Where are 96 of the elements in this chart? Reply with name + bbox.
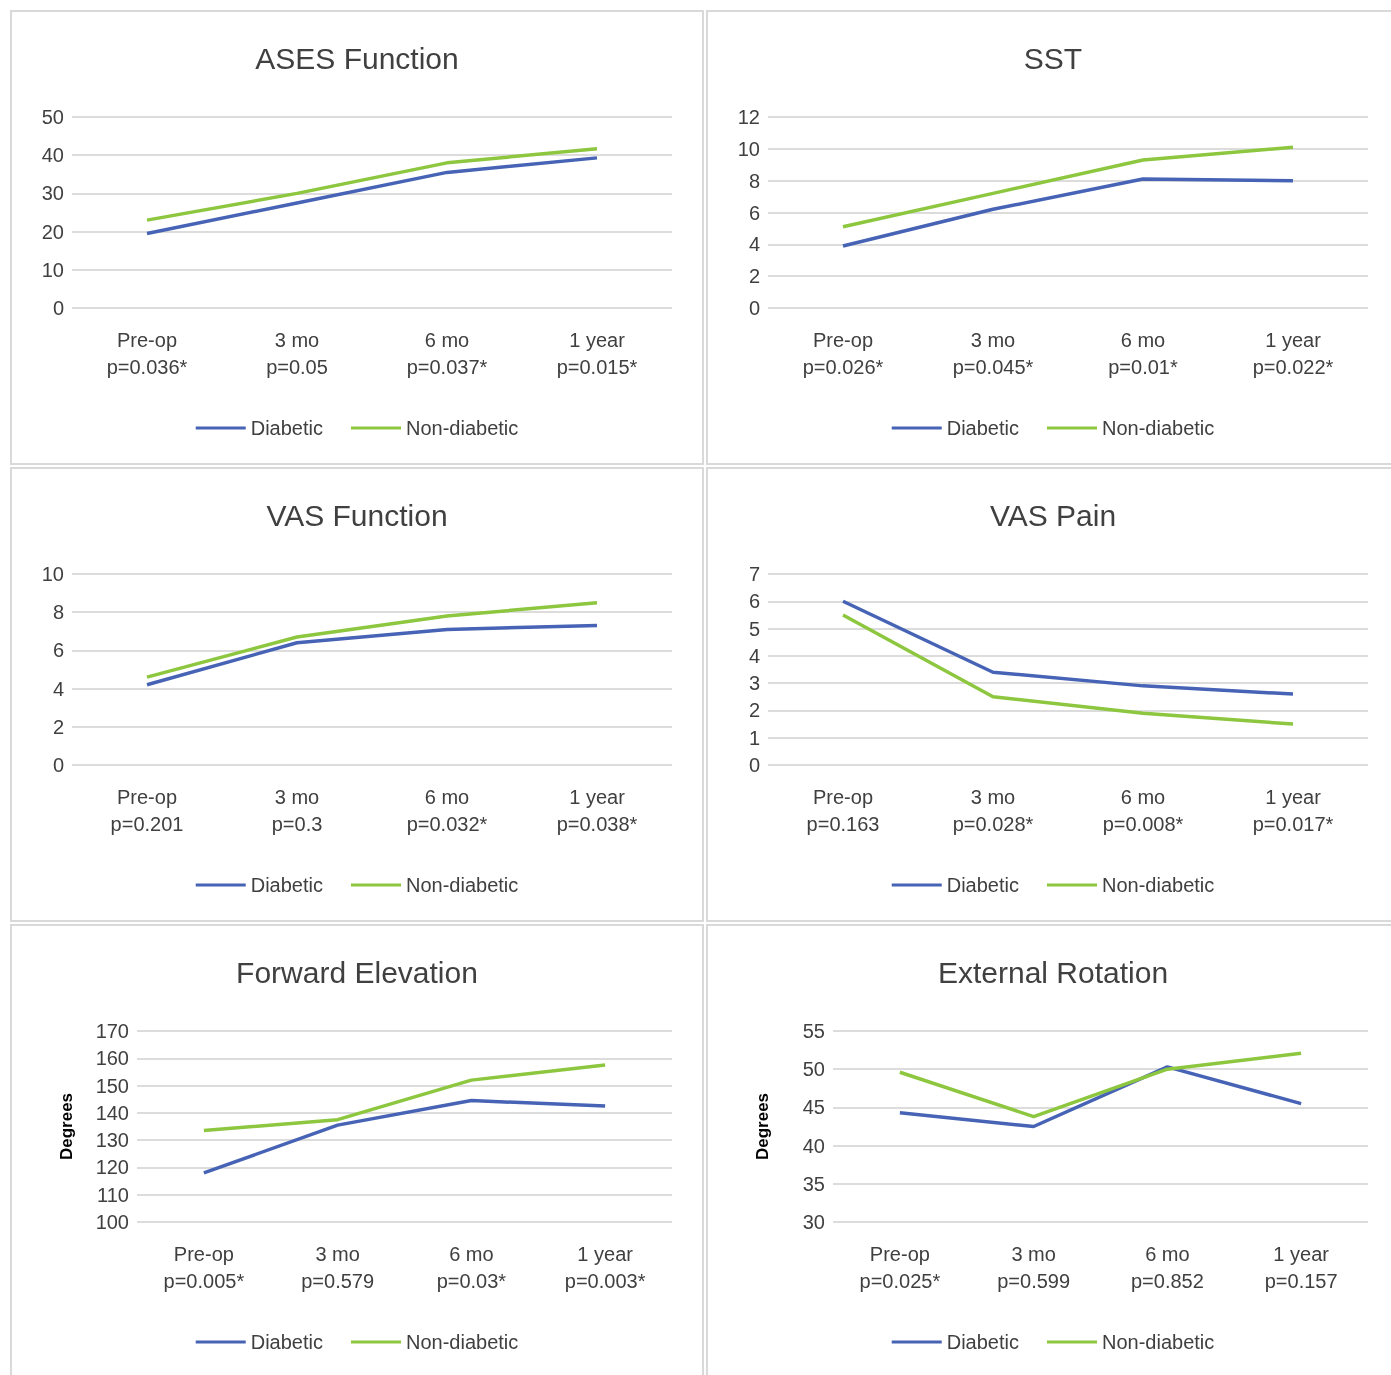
legend-label: Diabetic — [250, 417, 323, 439]
legend-label: Diabetic — [946, 417, 1019, 439]
y-axis-title: Degrees — [753, 1092, 772, 1161]
chart-title: External Rotation — [937, 955, 1169, 989]
y-tick-label: 2 — [748, 265, 760, 288]
x-tick-label: 3 mo p=0.028* — [952, 785, 1034, 835]
y-tick-label: 20 — [41, 220, 64, 243]
line-series — [841, 599, 1295, 696]
x-tick-label: 1 year p=0.017* — [1252, 785, 1334, 835]
x-tick-label: Pre-op p=0.201 — [110, 785, 184, 835]
y-tick-label: 55 — [802, 1020, 825, 1042]
y-tick-label: 140 — [95, 1101, 129, 1124]
legend-label: Non-diabetic — [1101, 874, 1215, 896]
y-tick-label: 170 — [95, 1020, 129, 1042]
legend-label: Non-diabetic — [405, 1331, 519, 1353]
legend-label: Non-diabetic — [1101, 1331, 1215, 1353]
y-tick-label: 10 — [41, 258, 64, 281]
x-tick-label: 3 mo p=0.579 — [301, 1242, 375, 1292]
y-tick-label: 4 — [748, 644, 760, 667]
x-tick-label: 1 year p=0.003* — [564, 1242, 646, 1292]
y-tick-label: 10 — [737, 137, 760, 160]
y-tick-label: 7 — [748, 563, 760, 585]
line-series — [841, 145, 1295, 229]
chart-title: Forward Elevation — [236, 955, 478, 989]
y-tick-label: 160 — [95, 1047, 129, 1070]
x-tick-label: 6 mo p=0.032* — [406, 785, 488, 835]
line-series — [145, 623, 599, 687]
y-tick-label: 2 — [52, 715, 64, 738]
y-tick-label: 1 — [748, 726, 760, 749]
y-axis-title: Degrees — [57, 1092, 76, 1161]
chart-title: VAS Pain — [989, 498, 1117, 532]
y-tick-label: 6 — [748, 201, 760, 224]
legend-label: Diabetic — [250, 1331, 323, 1353]
line-series — [202, 1098, 607, 1175]
y-tick-label: 100 — [95, 1211, 129, 1233]
y-tick-label: 45 — [802, 1096, 825, 1119]
y-tick-label: 2 — [748, 699, 760, 722]
y-tick-label: 150 — [95, 1074, 129, 1097]
x-tick-label: 3 mo p=0.599 — [997, 1242, 1071, 1292]
legend-label: Non-diabetic — [405, 417, 519, 439]
legend-label: Non-diabetic — [405, 874, 519, 896]
y-tick-label: 6 — [52, 639, 64, 662]
line-series — [898, 1051, 1303, 1119]
x-tick-label: Pre-op p=0.036* — [106, 328, 188, 378]
x-tick-label: 6 mo p=0.008* — [1102, 785, 1184, 835]
x-tick-label: 1 year p=0.015* — [556, 328, 638, 378]
y-tick-label: 130 — [95, 1129, 129, 1152]
line-series — [145, 600, 599, 679]
x-tick-label: Pre-op p=0.005* — [163, 1242, 245, 1292]
x-tick-label: 3 mo p=0.3 — [271, 785, 323, 835]
chart-title: VAS Function — [266, 498, 448, 532]
line-series — [145, 156, 599, 236]
legend-label: Non-diabetic — [1101, 417, 1215, 439]
line-series — [145, 146, 599, 222]
x-tick-label: Pre-op p=0.163 — [806, 785, 880, 835]
y-tick-label: 50 — [41, 106, 64, 128]
x-tick-label: 3 mo p=0.045* — [952, 328, 1034, 378]
x-tick-label: 6 mo p=0.01* — [1108, 328, 1178, 378]
y-tick-label: 4 — [52, 677, 64, 700]
y-tick-label: 6 — [748, 590, 760, 613]
chart-title: SST — [1023, 41, 1083, 75]
legend-label: Diabetic — [250, 874, 323, 896]
y-tick-label: 120 — [95, 1156, 129, 1179]
y-tick-label: 5 — [748, 617, 760, 640]
y-tick-label: 0 — [748, 754, 760, 776]
y-tick-label: 0 — [52, 754, 64, 776]
y-tick-label: 12 — [737, 106, 760, 128]
y-tick-label: 8 — [52, 601, 64, 624]
x-tick-label: 3 mo p=0.05 — [266, 328, 328, 378]
y-tick-label: 50 — [802, 1058, 825, 1081]
y-tick-label: 40 — [41, 144, 64, 167]
x-tick-label: 6 mo p=0.852 — [1130, 1242, 1204, 1292]
line-series — [841, 613, 1295, 726]
y-tick-label: 40 — [802, 1134, 825, 1157]
y-tick-label: 10 — [41, 563, 64, 585]
x-tick-label: 1 year p=0.022* — [1252, 328, 1334, 378]
x-tick-label: 1 year p=0.157 — [1264, 1242, 1338, 1292]
line-series — [202, 1063, 607, 1133]
x-tick-label: 1 year p=0.038* — [556, 785, 638, 835]
y-tick-label: 8 — [748, 169, 760, 192]
y-tick-label: 35 — [802, 1172, 825, 1195]
y-tick-label: 0 — [748, 297, 760, 319]
y-tick-label: 110 — [97, 1183, 129, 1206]
x-tick-label: 6 mo p=0.03* — [436, 1242, 507, 1292]
legend-label: Diabetic — [946, 1331, 1019, 1353]
x-tick-label: 6 mo p=0.037* — [406, 328, 488, 378]
x-tick-label: Pre-op p=0.025* — [859, 1242, 941, 1292]
legend-label: Diabetic — [946, 874, 1019, 896]
y-tick-label: 3 — [748, 672, 760, 695]
y-tick-label: 0 — [52, 297, 64, 319]
y-tick-label: 30 — [802, 1211, 825, 1233]
x-tick-label: Pre-op p=0.026* — [802, 328, 884, 378]
y-tick-label: 30 — [41, 182, 64, 205]
chart-title: ASES Function — [255, 41, 459, 75]
line-series — [841, 177, 1295, 248]
y-tick-label: 4 — [748, 233, 760, 256]
